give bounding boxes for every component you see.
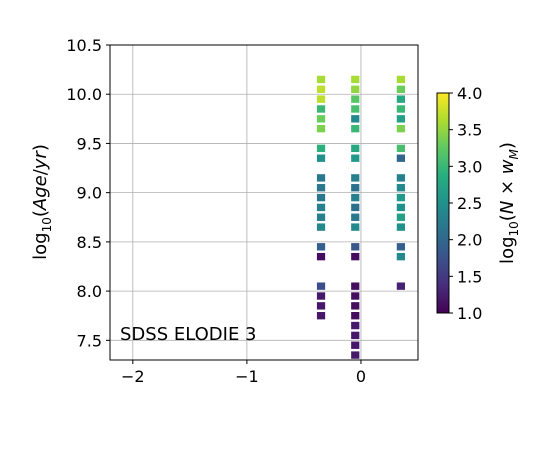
axis-ticks: −2 −1 0 7.5 8.0 8.5 9.0 9.5 10.0 10.5 [66, 36, 366, 386]
heatmap-cell [351, 124, 360, 133]
colorbar-tick-label: 2.5 [457, 194, 482, 213]
heatmap-cell [351, 144, 360, 153]
heatmap-cell [316, 312, 326, 320]
heatmap-cell [351, 115, 360, 123]
y-tick-label: 10.5 [66, 36, 102, 55]
y-tick-label: 10.0 [66, 85, 102, 104]
heatmap-cell [396, 252, 405, 261]
heatmap-cell [351, 85, 360, 93]
heatmap-cell [351, 282, 360, 290]
heatmap-cell [316, 75, 326, 84]
colorbar-tick-label: 4.0 [457, 84, 482, 103]
x-tick-label: −1 [235, 367, 259, 386]
heatmap-cell [351, 95, 360, 103]
heatmap-cell [351, 321, 360, 330]
heatmap-cell [396, 154, 405, 162]
colorbar: 1.0 1.5 2.0 2.5 3.0 3.5 4.0 log10(N × wM) [436, 84, 521, 323]
y-tick-label: 9.5 [77, 134, 102, 153]
heatmap-cell [351, 223, 360, 231]
heatmap-cell [351, 351, 360, 359]
heatmap-cells [316, 75, 405, 359]
heatmap-cell [396, 124, 405, 133]
heatmap-cell [316, 154, 326, 162]
heatmap-cell [396, 243, 405, 251]
y-tick-label: 8.5 [77, 233, 102, 252]
heatmap-cell [396, 85, 405, 93]
heatmap-cell [316, 105, 326, 113]
y-tick-label: 7.5 [77, 331, 102, 350]
heatmap-cell [316, 292, 326, 300]
heatmap-cell [316, 85, 326, 93]
heatmap-cell [316, 95, 326, 103]
heatmap-cell [316, 282, 326, 290]
heatmap-cell [316, 115, 326, 123]
heatmap-cell [316, 174, 326, 182]
heatmap-cell [351, 243, 360, 251]
heatmap-cell [396, 193, 405, 202]
heatmap-cell [396, 75, 405, 84]
colorbar-gradient [436, 92, 450, 314]
heatmap-cell [351, 302, 360, 310]
heatmap-cell [396, 115, 405, 123]
heatmap-cell [316, 223, 326, 231]
heatmap-cell [316, 302, 326, 310]
heatmap-cell [316, 193, 326, 202]
colorbar-tick-label: 1.0 [457, 304, 482, 323]
heatmap-cell [351, 331, 360, 340]
x-tick-label: −2 [121, 367, 145, 386]
grid [110, 44, 418, 360]
heatmap-cell [351, 213, 360, 221]
y-tick-label: 8.0 [77, 282, 102, 301]
heatmap-cell [396, 282, 405, 290]
heatmap-cell [396, 144, 405, 153]
heatmap-cell [351, 184, 360, 192]
heatmap-cell [316, 213, 326, 221]
heatmap-cell [351, 154, 360, 162]
heatmap-cell [351, 203, 360, 212]
annotation-label: SDSS ELODIE 3 [120, 324, 257, 345]
colorbar-label: log10(N × wM) [497, 142, 521, 264]
heatmap-cell [351, 193, 360, 202]
heatmap-cell [396, 95, 405, 103]
heatmap-cell [316, 144, 326, 153]
y-tick-label: 9.0 [77, 184, 102, 203]
colorbar-ticks: 1.0 1.5 2.0 2.5 3.0 3.5 4.0 [449, 84, 482, 323]
colorbar-tick-label: 2.0 [457, 231, 482, 250]
colorbar-tick-label: 3.0 [457, 157, 482, 176]
x-tick-label: 0 [356, 367, 366, 386]
plot-frame [109, 44, 419, 361]
colorbar-tick-label: 1.5 [457, 267, 482, 286]
heatmap-cell [316, 243, 326, 251]
heatmap-cell [396, 213, 405, 221]
heatmap-cell [351, 105, 360, 113]
colorbar-tick-label: 3.5 [457, 121, 482, 140]
heatmap-cell [316, 252, 326, 261]
heatmap-cell [351, 252, 360, 261]
heatmap-cell [316, 184, 326, 192]
heatmap-cell [316, 124, 326, 133]
heatmap-cell [396, 184, 405, 192]
heatmap-cell [351, 75, 360, 84]
heatmap-cell [351, 341, 360, 349]
heatmap-cell [351, 292, 360, 300]
heatmap-cell [351, 312, 360, 320]
heatmap-cell [396, 223, 405, 231]
heatmap-cell [351, 174, 360, 182]
heatmap-cell [396, 105, 405, 113]
heatmap-cell [396, 203, 405, 212]
heatmap-cell [396, 174, 405, 182]
heatmap-cell [316, 203, 326, 212]
y-axis-label: log10(Age/yr) [30, 144, 54, 260]
